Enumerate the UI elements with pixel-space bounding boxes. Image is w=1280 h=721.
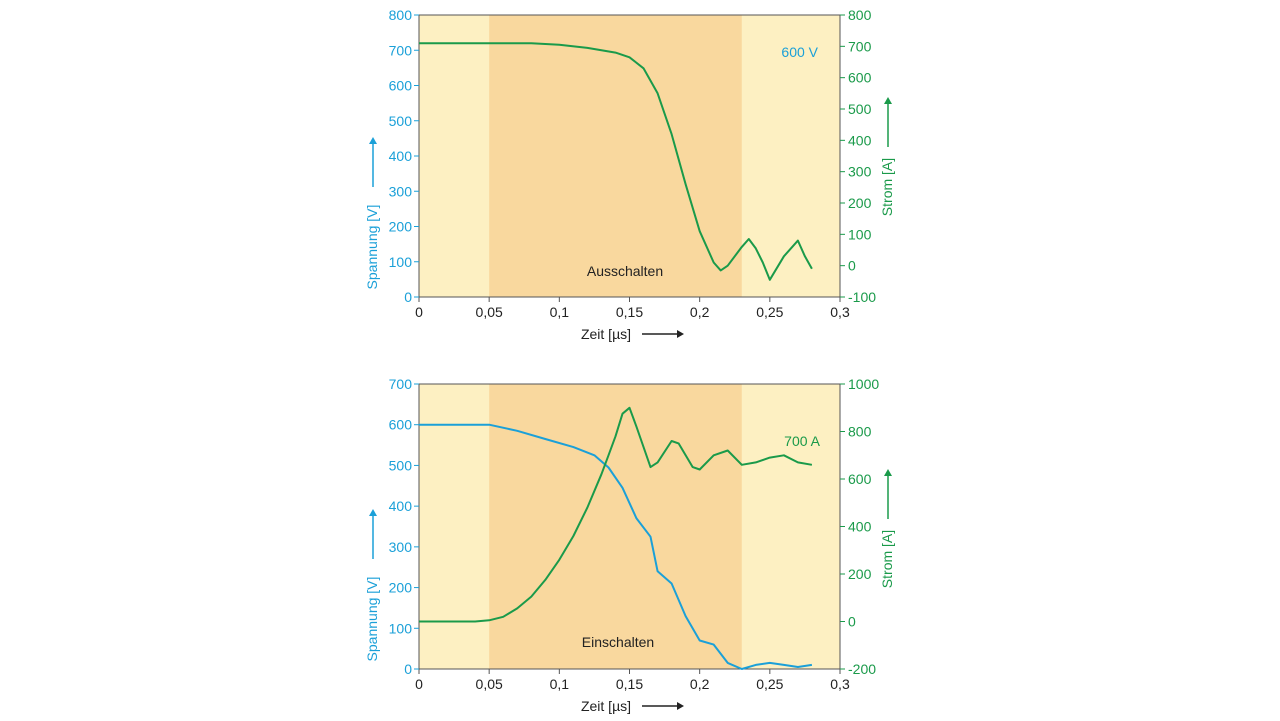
x-axis-label: Zeit [µs] xyxy=(581,326,631,342)
y-right-tick-label: 400 xyxy=(848,519,872,535)
y-right-tick-label: 0 xyxy=(848,258,856,274)
x-tick-label: 0 xyxy=(415,676,423,692)
y-left-tick-label: 300 xyxy=(389,539,413,555)
y-right-tick-label: 800 xyxy=(848,7,872,23)
y-right-axis-label: Strom [A] xyxy=(879,158,895,216)
y-left-tick-label: 0 xyxy=(404,661,412,677)
y-left-tick-label: 700 xyxy=(389,376,413,392)
x-tick-label: 0,15 xyxy=(616,304,643,320)
y-right-tick-label: 600 xyxy=(848,471,872,487)
x-tick-label: 0,2 xyxy=(690,676,710,692)
y-right-tick-label: 0 xyxy=(848,614,856,630)
y-right-tick-label: 500 xyxy=(848,101,872,117)
current-series-line xyxy=(419,406,813,623)
switching-annotation: Einschalten xyxy=(582,634,654,650)
y-right-tick-label: -200 xyxy=(848,661,876,677)
y-left-tick-label: 200 xyxy=(389,219,413,235)
y-left-axis-label: Spannung [V] xyxy=(364,577,380,662)
y-left-axis-label: Spannung [V] xyxy=(364,205,380,290)
y-left-tick-label: 300 xyxy=(389,183,413,199)
voltage-series-line xyxy=(419,423,813,670)
x-tick-label: 0,3 xyxy=(830,676,850,692)
y-left-tick-label: 600 xyxy=(389,78,413,94)
y-left-tick-label: 200 xyxy=(389,580,413,596)
y-right-tick-label: 300 xyxy=(848,164,872,180)
corner-value-label: 700 A xyxy=(784,433,820,449)
y-right-tick-label: 400 xyxy=(848,132,872,148)
y-right-arrowhead xyxy=(884,469,892,476)
y-left-tick-label: 600 xyxy=(389,417,413,433)
bottom-chart-einschalten: 0 0,05 0,1 0,15 0,2 0,25 0,3 0 100 200 300 400 500 60… xyxy=(364,376,895,714)
x-tick-label: 0,05 xyxy=(476,676,503,692)
y-left-tick-label: 400 xyxy=(389,498,413,514)
x-arrowhead xyxy=(677,330,684,338)
y-right-tick-label: -100 xyxy=(848,289,876,305)
x-tick-label: 0 xyxy=(415,304,423,320)
x-arrowhead xyxy=(677,702,684,710)
y-right-tick-label: 100 xyxy=(848,226,872,242)
y-right-axis-label: Strom [A] xyxy=(879,530,895,588)
y-left-tick-label: 100 xyxy=(389,254,413,270)
y-left-tick-label: 500 xyxy=(389,457,413,473)
x-tick-label: 0,1 xyxy=(550,676,570,692)
y-left-tick-label: 400 xyxy=(389,148,413,164)
y-right-tick-label: 800 xyxy=(848,424,872,440)
switching-interval-band xyxy=(489,15,742,297)
y-right-tick-label: 200 xyxy=(848,195,872,211)
switching-interval-band xyxy=(489,384,742,669)
y-left-tick-label: 500 xyxy=(389,113,413,129)
y-left-tick-label: 800 xyxy=(389,7,413,23)
corner-value-label: 600 V xyxy=(781,44,818,60)
y-left-arrowhead xyxy=(369,509,377,516)
y-right-tick-label: 200 xyxy=(848,566,872,582)
current-series-line xyxy=(419,42,813,281)
y-left-arrowhead xyxy=(369,137,377,144)
y-right-tick-label: 1000 xyxy=(848,376,879,392)
y-left-tick-label: 100 xyxy=(389,620,413,636)
y-right-tick-label: 600 xyxy=(848,70,872,86)
x-axis-label: Zeit [µs] xyxy=(581,698,631,714)
x-tick-label: 0,25 xyxy=(756,676,783,692)
x-tick-label: 0,15 xyxy=(616,676,643,692)
x-tick-label: 0,1 xyxy=(550,304,570,320)
y-left-tick-label: 700 xyxy=(389,42,413,58)
x-tick-label: 0,3 xyxy=(830,304,850,320)
y-left-tick-label: 0 xyxy=(404,289,412,305)
y-right-arrowhead xyxy=(884,97,892,104)
top-chart-ausschalten: 0 0,05 0,1 0,15 0,2 0,25 0,3 0 100 200 300 400 500 60… xyxy=(364,7,895,342)
x-tick-label: 0,2 xyxy=(690,304,710,320)
y-right-tick-label: 700 xyxy=(848,38,872,54)
switching-annotation: Ausschalten xyxy=(587,263,663,279)
x-tick-label: 0,25 xyxy=(756,304,783,320)
x-tick-label: 0,05 xyxy=(476,304,503,320)
